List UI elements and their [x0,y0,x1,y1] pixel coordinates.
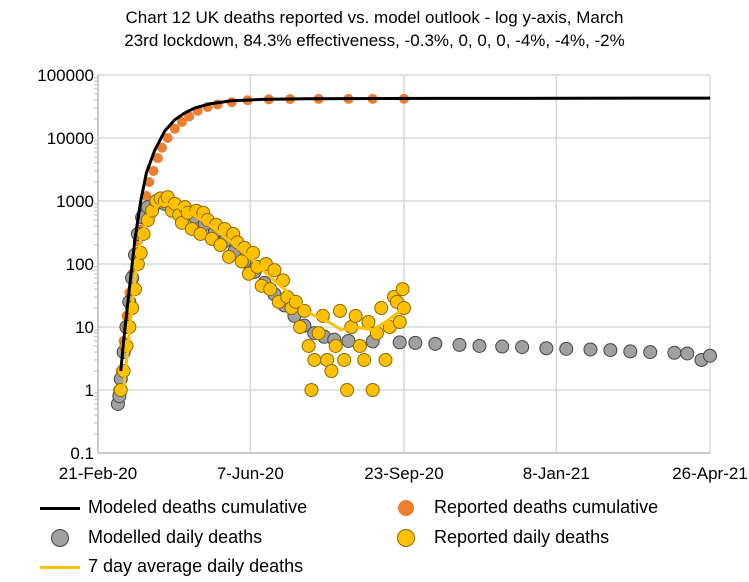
legend-label: Reported deaths cumulative [434,497,659,517]
x-tick-label: 8-Jan-21 [523,464,590,483]
reported-daily-point [263,282,278,297]
reported-daily-point [357,352,372,367]
reported-cumulative-point [169,123,180,134]
x-tick-label: 26-Apr-21 [672,464,748,483]
modelled-daily-point [583,342,598,357]
reported-daily-point [221,249,236,264]
legend-label: 7 day average daily deaths [88,556,304,576]
reported-cumulative-point [162,133,173,143]
reported-daily-point [267,263,282,278]
x-tick-label: 7-Jun-20 [217,464,284,483]
modelled-daily-point [623,344,638,359]
reported-daily-point [395,282,410,297]
reported-daily-point [234,254,249,269]
legend-item-modelled-daily: Modelled daily deaths [40,527,262,548]
y-tick-label: 100 [66,255,94,274]
reported-cumulative-point [141,191,152,202]
reported-cumulative-point [148,165,159,176]
legend-item-reported-cumulative: Reported deaths cumulative [386,497,658,518]
reported-daily-point [378,352,393,367]
modelled-daily-point [680,346,695,361]
x-tick-label: 23-Sep-20 [364,464,443,483]
reported-cumulative-point [157,142,168,153]
series-line-4 [122,202,405,391]
y-tick-label: 1000 [56,192,94,211]
reported-daily-point [337,352,352,367]
reported-daily-point [328,338,343,353]
reported-daily-point [293,320,308,334]
modelled-daily-point [452,337,467,352]
legend-swatch-yellow-dot [386,528,426,548]
modelled-daily-point [472,338,487,353]
modelled-daily-point [495,339,510,354]
reported-cumulative-point [176,116,187,127]
reported-daily-point [304,383,319,397]
reported-cumulative-point [144,177,155,188]
y-tick-label: 10 [75,318,94,337]
x-tick-label: 21-Feb-20 [59,464,137,483]
y-tick-label: 1 [85,381,94,400]
title-line-2: 23rd lockdown, 84.3% effectiveness, -0.3… [124,31,625,50]
reported-cumulative-point [152,153,163,164]
reported-daily-point [307,352,322,367]
series-line-0 [119,96,711,372]
reported-daily-point [301,338,316,353]
reported-daily-point [361,315,376,330]
y-tick-label: 10000 [47,129,94,148]
reported-daily-point [213,238,228,253]
legend-swatch-black-line [40,498,80,518]
modelled-daily-point [559,341,574,356]
modelled-daily-point [408,335,423,350]
modelled-daily-point [643,345,658,360]
y-tick-label: 100000 [37,66,94,85]
legend-label: Reported daily deaths [434,527,610,547]
modelled-daily-point [392,335,407,350]
legend-item-modeled-cumulative: Modeled deaths cumulative [40,497,307,518]
modelled-daily-point [603,343,618,358]
reported-daily-point [365,383,380,397]
reported-daily-point [311,326,326,341]
title-line-1: Chart 12 UK deaths reported vs. model ou… [125,8,624,27]
legend-swatch-orange-dot [386,498,426,518]
legend-swatch-yellow-line [40,557,80,577]
modelled-daily-point [515,340,530,355]
legend-label: Modeled deaths cumulative [88,497,308,517]
reported-daily-point [374,301,389,316]
legend-item-reported-daily: Reported daily deaths [386,527,609,548]
legend-swatch-grey-dot [40,528,80,548]
modelled-daily-point [539,341,554,356]
modelled-daily-point [428,336,443,351]
y-tick-label: 0.1 [70,444,94,463]
modelled-daily-point [703,348,717,363]
chart-title: Chart 12 UK deaths reported vs. model ou… [0,6,749,52]
reported-daily-point [348,308,363,323]
reported-daily-point [324,364,339,379]
reported-cumulative-point [184,111,195,122]
reported-daily-point [352,338,367,353]
modelled-daily-point [667,345,682,360]
reported-daily-point [297,303,312,318]
reported-daily-point [392,315,407,330]
legend-item-7day-average: 7 day average daily deaths [40,556,303,577]
reported-daily-point [340,383,355,397]
legend-label: Modelled daily deaths [88,527,263,547]
reported-daily-point [332,303,347,318]
